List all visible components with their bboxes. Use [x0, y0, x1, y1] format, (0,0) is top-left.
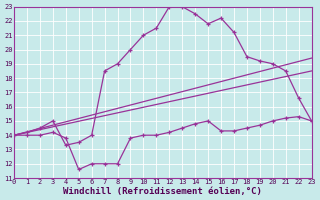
X-axis label: Windchill (Refroidissement éolien,°C): Windchill (Refroidissement éolien,°C)	[63, 187, 262, 196]
